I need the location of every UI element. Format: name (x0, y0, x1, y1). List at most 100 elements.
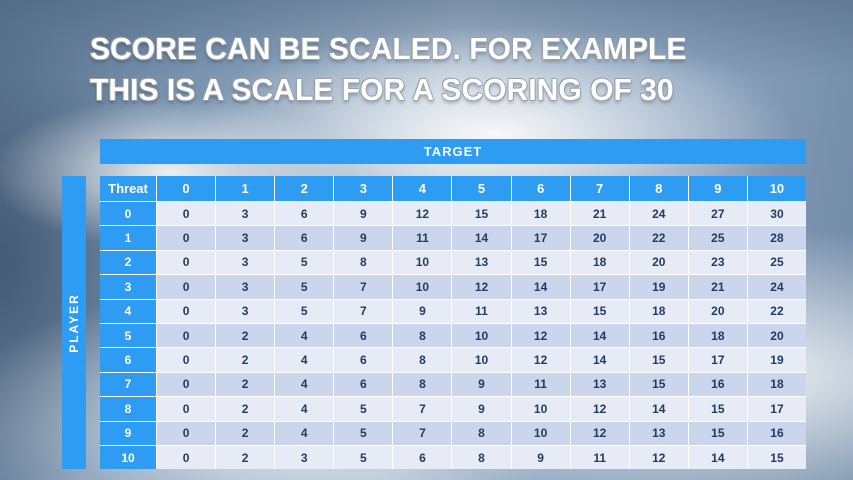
score-cell: 4 (275, 323, 334, 348)
score-cell: 15 (629, 372, 688, 397)
score-cell: 8 (334, 250, 393, 275)
score-cell: 5 (275, 250, 334, 275)
score-cell: 0 (157, 445, 216, 470)
score-cell: 20 (688, 299, 747, 323)
score-cell: 20 (570, 226, 629, 250)
score-cell: 12 (570, 421, 629, 445)
score-cell: 0 (157, 397, 216, 421)
score-cell: 15 (452, 202, 511, 226)
score-cell: 10 (452, 323, 511, 348)
score-cell: 21 (688, 275, 747, 299)
score-cell: 11 (570, 445, 629, 470)
score-cell: 0 (157, 372, 216, 397)
score-cell: 23 (688, 250, 747, 275)
score-cell: 15 (747, 445, 806, 470)
threat-row-header: 4 (100, 299, 156, 323)
score-cell: 13 (511, 299, 570, 323)
target-col-header: 8 (629, 176, 688, 201)
threat-row-header: 0 (100, 202, 156, 226)
score-cell: 12 (629, 445, 688, 470)
score-table: Threat 0 1 2 3 4 5 6 7 8 9 10 0 0 3 6 9 12 15 18 21 24 27 30 1 0 3… (100, 176, 806, 470)
score-cell: 13 (452, 250, 511, 275)
score-cell: 3 (275, 445, 334, 470)
score-cell: 13 (629, 421, 688, 445)
score-cell: 3 (216, 250, 275, 275)
score-cell: 15 (511, 250, 570, 275)
score-cell: 7 (393, 421, 452, 445)
score-cell: 17 (688, 348, 747, 372)
score-cell: 22 (747, 299, 806, 323)
score-cell: 2 (216, 445, 275, 470)
threat-row-header: 3 (100, 275, 156, 299)
score-cell: 14 (570, 348, 629, 372)
score-cell: 16 (747, 421, 806, 445)
score-cell: 25 (688, 226, 747, 250)
target-col-header: 1 (216, 176, 275, 201)
score-cell: 5 (334, 445, 393, 470)
score-cell: 6 (275, 202, 334, 226)
score-cell: 11 (393, 226, 452, 250)
score-cell: 9 (452, 372, 511, 397)
title-line-2: THIS IS A SCALE FOR A SCORING OF 30 (90, 72, 674, 107)
score-cell: 12 (452, 275, 511, 299)
score-cell: 6 (334, 372, 393, 397)
score-cell: 27 (688, 202, 747, 226)
score-cell: 10 (393, 250, 452, 275)
score-cell: 11 (511, 372, 570, 397)
score-cell: 0 (157, 348, 216, 372)
score-cell: 8 (452, 445, 511, 470)
score-cell: 2 (216, 372, 275, 397)
score-cell: 15 (688, 421, 747, 445)
score-cell: 30 (747, 202, 806, 226)
target-col-header: 5 (452, 176, 511, 201)
score-cell: 28 (747, 226, 806, 250)
score-cell: 3 (216, 275, 275, 299)
score-cell: 10 (452, 348, 511, 372)
score-cell: 0 (157, 250, 216, 275)
score-cell: 12 (393, 202, 452, 226)
score-cell: 18 (747, 372, 806, 397)
score-cell: 6 (334, 348, 393, 372)
score-cell: 7 (334, 299, 393, 323)
score-cell: 2 (216, 397, 275, 421)
score-cell: 8 (393, 372, 452, 397)
threat-row-header: 6 (100, 348, 156, 372)
score-cell: 11 (452, 299, 511, 323)
score-cell: 14 (570, 323, 629, 348)
score-cell: 6 (334, 323, 393, 348)
target-col-header: 6 (511, 176, 570, 201)
score-cell: 17 (511, 226, 570, 250)
score-cell: 6 (393, 445, 452, 470)
score-cell: 5 (275, 299, 334, 323)
score-cell: 9 (334, 202, 393, 226)
slide-title: SCORE CAN BE SCALED. FOR EXAMPLE THIS IS… (90, 28, 686, 110)
score-cell: 14 (688, 445, 747, 470)
target-header-bar: TARGET (100, 139, 806, 164)
score-cell: 12 (570, 397, 629, 421)
score-cell: 3 (216, 202, 275, 226)
score-cell: 17 (747, 397, 806, 421)
score-cell: 12 (511, 323, 570, 348)
score-cell: 2 (216, 421, 275, 445)
score-cell: 0 (157, 202, 216, 226)
score-cell: 0 (157, 226, 216, 250)
score-cell: 15 (570, 299, 629, 323)
score-cell: 8 (393, 323, 452, 348)
score-cell: 7 (393, 397, 452, 421)
score-cell: 14 (452, 226, 511, 250)
score-cell: 9 (334, 226, 393, 250)
score-cell: 5 (334, 397, 393, 421)
score-cell: 16 (629, 323, 688, 348)
score-cell: 2 (216, 323, 275, 348)
score-cell: 10 (511, 421, 570, 445)
target-col-header: 9 (688, 176, 747, 201)
score-cell: 13 (570, 372, 629, 397)
target-col-header: 0 (157, 176, 216, 201)
threat-row-header: 9 (100, 421, 156, 445)
score-cell: 3 (216, 299, 275, 323)
threat-row-header: 5 (100, 323, 156, 348)
score-cell: 22 (629, 226, 688, 250)
score-cell: 19 (747, 348, 806, 372)
score-cell: 0 (157, 299, 216, 323)
